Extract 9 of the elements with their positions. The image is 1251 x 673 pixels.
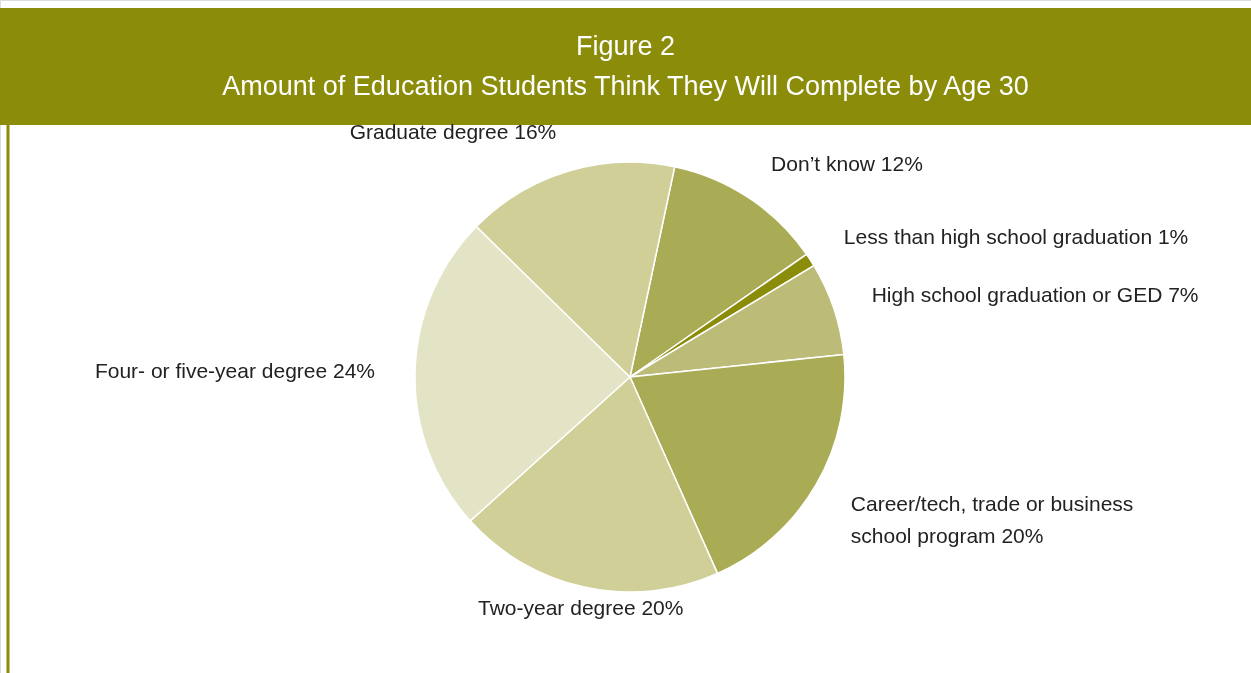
slice-label: Don’t know 12% (771, 151, 923, 175)
slice-label: High school graduation or GED 7% (871, 282, 1199, 306)
slice-label: Career/tech, trade or business school program 20% (850, 491, 1134, 547)
slice-label: Four- or five-year degree 24% (94, 358, 376, 382)
chart-subtitle: Amount of Education Students Think They Will Complete by Age 30 (222, 71, 1029, 101)
chart-title: Figure 2 (575, 31, 676, 61)
slice-label: Less than high school graduation 1% (843, 225, 1189, 249)
slice-label: Graduate degree 16% (349, 119, 557, 143)
slice-label: Two-year degree 20% (478, 595, 684, 619)
